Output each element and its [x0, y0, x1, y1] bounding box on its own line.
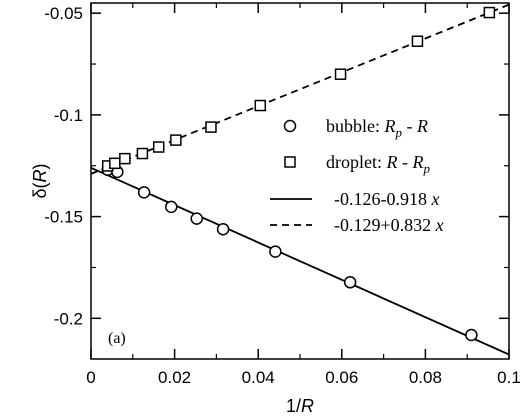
droplet-point — [152, 141, 165, 153]
legend-label-droplet: droplet: R - Rp — [326, 152, 431, 176]
legend-droplet-marker — [284, 156, 296, 168]
legend: bubble: Rp - R droplet: R - Rp -0.126-0.91… — [270, 116, 444, 235]
droplet-point — [119, 152, 131, 165]
data-markers — [101, 6, 496, 342]
y-axis-title: δ(R) — [30, 163, 50, 198]
legend-bubble-marker — [283, 119, 297, 133]
bubble-point — [216, 222, 230, 236]
x-tick-label: 0.02 — [158, 368, 191, 387]
tick-labels: 0 0.02 0.04 0.06 0.08 0.1 -0.05 -0.1 -0.15 -0.2 — [44, 4, 521, 387]
fit-lines — [90, 3, 510, 356]
legend-label-bubble-fit: -0.126-0.918 x — [334, 189, 440, 209]
x-tick-label: 0.04 — [242, 368, 275, 387]
legend-label-bubble: bubble: Rp - R — [326, 116, 428, 140]
axis-ticks — [90, 3, 510, 359]
droplet-point — [411, 35, 424, 47]
droplet-point — [170, 134, 182, 146]
bubble-point — [269, 245, 282, 258]
y-tick-label: -0.1 — [54, 106, 83, 125]
droplet-point — [254, 99, 267, 112]
y-tick-label: -0.05 — [44, 4, 83, 23]
droplet-point — [136, 147, 149, 160]
bubble-point — [343, 276, 357, 289]
y-tick-label: -0.2 — [54, 309, 83, 328]
droplet-point — [334, 68, 347, 80]
panel-label: (a) — [108, 330, 126, 347]
bubble-point — [137, 186, 151, 199]
x-tick-label: 0.08 — [409, 368, 442, 387]
bubble-point — [465, 328, 478, 342]
bubble-fit-line — [90, 166, 510, 356]
droplet-point — [109, 157, 121, 170]
bubble-point — [190, 212, 204, 225]
droplet-point — [483, 6, 496, 19]
x-tick-label: 0 — [86, 368, 95, 387]
legend-label-droplet-fit: -0.129+0.832 x — [334, 215, 444, 235]
x-tick-label: 0.06 — [325, 368, 358, 387]
bubble-point — [165, 200, 178, 214]
plot-frame — [90, 2, 510, 360]
droplet-point — [205, 121, 217, 133]
x-tick-label: 0.1 — [497, 368, 521, 387]
x-axis-title: 1/R — [286, 396, 314, 416]
y-tick-label: -0.15 — [44, 208, 83, 227]
